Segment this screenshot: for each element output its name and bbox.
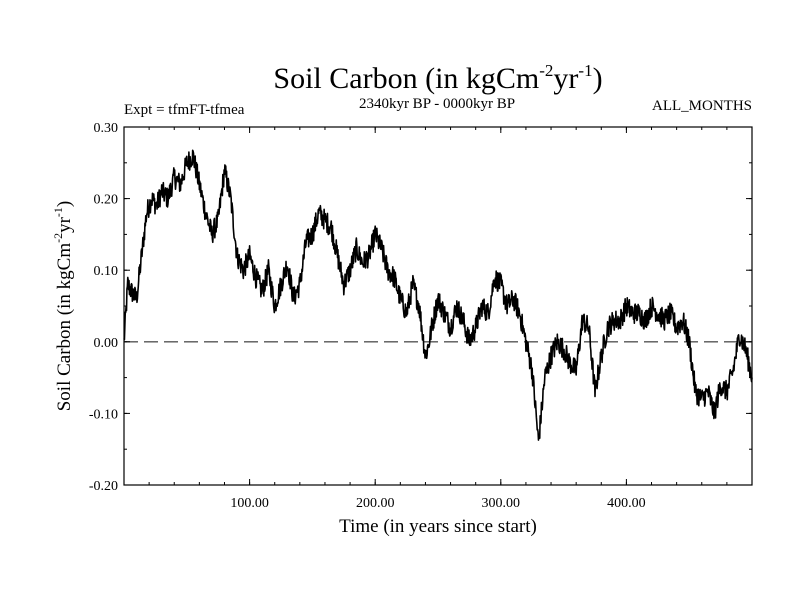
x-tick-label: 300.00 [482,496,521,511]
x-tick-label: 200.00 [356,496,395,511]
x-axis-label: Time (in years since start) [339,516,537,537]
y-tick-label: -0.20 [89,479,118,494]
chart-title: Soil Carbon (in kgCm-2yr-1) [273,61,602,95]
series-group [123,149,753,441]
y-axis-label: Soil Carbon (in kgCm-2yr-1) [51,201,75,412]
time-range-label: 2340kyr BP - 0000kyr BP [359,96,515,112]
y-tick-label: -0.10 [89,407,118,422]
y-tick-label: 0.30 [94,121,119,136]
y-tick-label: 0.10 [94,264,119,279]
y-tick-label: 0.00 [94,336,119,351]
x-axis-ticks: 100.00 200.00 300.00 400.00 [148,127,728,511]
soil-carbon-series-line [123,149,753,441]
y-tick-label: 0.20 [94,193,119,208]
experiment-label: Expt = tfmFT-tfmea [124,102,245,118]
y-axis-ticks: 0.30 0.20 0.10 0.00 -0.10 -0.20 [89,121,752,494]
x-tick-label: 100.00 [230,496,269,511]
x-tick-label: 400.00 [607,496,646,511]
months-label: ALL_MONTHS [652,98,752,114]
